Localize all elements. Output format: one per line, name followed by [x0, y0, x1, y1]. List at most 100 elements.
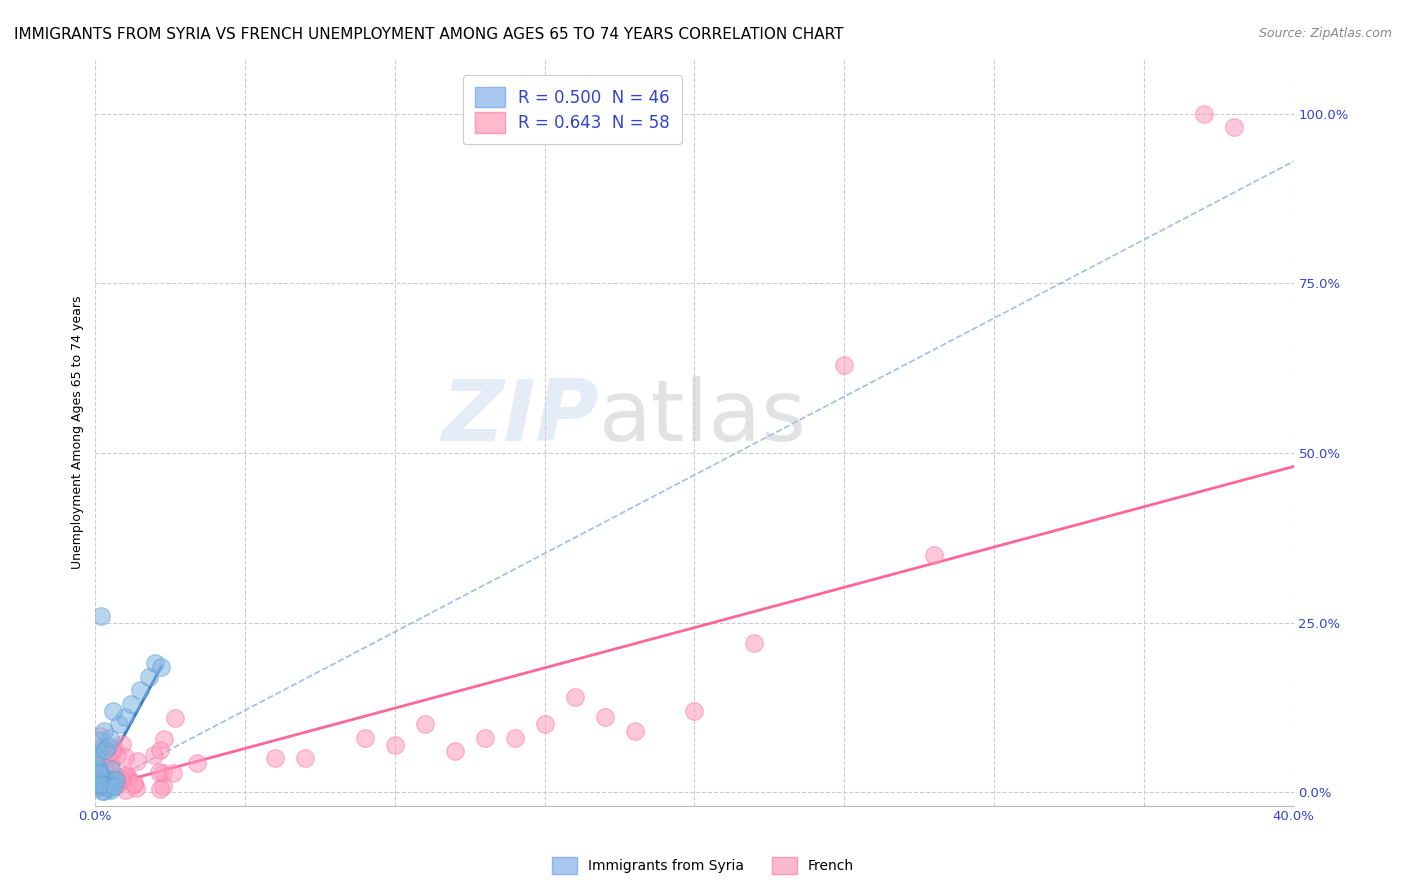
Point	[91, 780, 114, 795]
Point	[84, 774, 107, 789]
Point	[98, 731, 121, 745]
Point	[593, 710, 616, 724]
Point	[129, 683, 152, 698]
Point	[93, 775, 115, 789]
Point	[97, 778, 120, 792]
Point	[105, 779, 128, 793]
Point	[89, 767, 111, 781]
Point	[87, 766, 110, 780]
Point	[91, 777, 114, 791]
Point	[84, 747, 107, 761]
Point	[125, 755, 148, 769]
Point	[104, 773, 127, 788]
Point	[354, 731, 377, 745]
Legend: R = 0.500  N = 46, R = 0.643  N = 58: R = 0.500 N = 46, R = 0.643 N = 58	[463, 76, 682, 145]
Point	[149, 781, 172, 796]
Point	[87, 752, 110, 766]
Point	[413, 717, 436, 731]
Point	[533, 717, 555, 731]
Point	[114, 783, 136, 797]
Point	[186, 756, 208, 770]
Point	[89, 776, 111, 790]
Point	[87, 741, 110, 756]
Point	[93, 760, 115, 774]
Point	[120, 697, 142, 711]
Point	[143, 656, 166, 670]
Point	[114, 750, 136, 764]
Text: Source: ZipAtlas.com: Source: ZipAtlas.com	[1258, 27, 1392, 40]
Point	[683, 704, 706, 718]
Point	[101, 744, 124, 758]
Text: IMMIGRANTS FROM SYRIA VS FRENCH UNEMPLOYMENT AMONG AGES 65 TO 74 YEARS CORRELATI: IMMIGRANTS FROM SYRIA VS FRENCH UNEMPLOY…	[14, 27, 844, 42]
Point	[1192, 107, 1215, 121]
Point	[104, 771, 127, 785]
Point	[443, 744, 465, 758]
Text: ZIP: ZIP	[441, 376, 599, 459]
Point	[114, 710, 136, 724]
Text: atlas: atlas	[599, 376, 807, 459]
Point	[922, 548, 945, 562]
Point	[89, 733, 111, 747]
Point	[108, 774, 131, 789]
Point	[103, 773, 125, 788]
Point	[744, 636, 766, 650]
Point	[152, 779, 174, 793]
Point	[89, 778, 111, 792]
Point	[148, 765, 170, 780]
Point	[89, 729, 111, 743]
Point	[98, 757, 121, 772]
Point	[98, 773, 121, 788]
Point	[474, 731, 496, 745]
Point	[114, 768, 136, 782]
Point	[98, 777, 121, 791]
Point	[100, 759, 122, 773]
Point	[101, 772, 124, 787]
Point	[832, 358, 855, 372]
Point	[98, 780, 121, 795]
Point	[103, 740, 125, 755]
Point	[105, 747, 128, 762]
Point	[90, 608, 112, 623]
Point	[114, 768, 136, 782]
Point	[94, 753, 117, 767]
Point	[87, 763, 110, 777]
Point	[100, 762, 122, 776]
Point	[149, 742, 172, 756]
Point	[94, 778, 117, 792]
Point	[294, 751, 316, 765]
Point	[142, 748, 165, 763]
Point	[97, 739, 120, 753]
Y-axis label: Unemployment Among Ages 65 to 74 years: Unemployment Among Ages 65 to 74 years	[72, 296, 84, 569]
Point	[86, 780, 108, 795]
Point	[87, 763, 110, 777]
Point	[264, 751, 287, 765]
Point	[86, 774, 108, 789]
Point	[103, 704, 125, 718]
Point	[84, 772, 107, 786]
Point	[86, 764, 108, 779]
Point	[90, 768, 112, 782]
Point	[84, 751, 107, 765]
Point	[124, 780, 146, 795]
Point	[138, 670, 160, 684]
Point	[86, 767, 108, 781]
Point	[165, 710, 187, 724]
Point	[111, 737, 134, 751]
Point	[100, 782, 122, 797]
Point	[90, 770, 112, 784]
Point	[162, 765, 184, 780]
Point	[94, 742, 117, 756]
Point	[153, 731, 176, 746]
Point	[384, 738, 406, 752]
Point	[503, 731, 526, 745]
Point	[108, 717, 131, 731]
Legend: Immigrants from Syria, French: Immigrants from Syria, French	[546, 850, 860, 880]
Point	[93, 784, 115, 798]
Point	[150, 659, 173, 673]
Point	[97, 749, 120, 764]
Point	[84, 757, 107, 772]
Point	[103, 779, 125, 793]
Point	[87, 778, 110, 792]
Point	[117, 770, 139, 784]
Point	[122, 777, 145, 791]
